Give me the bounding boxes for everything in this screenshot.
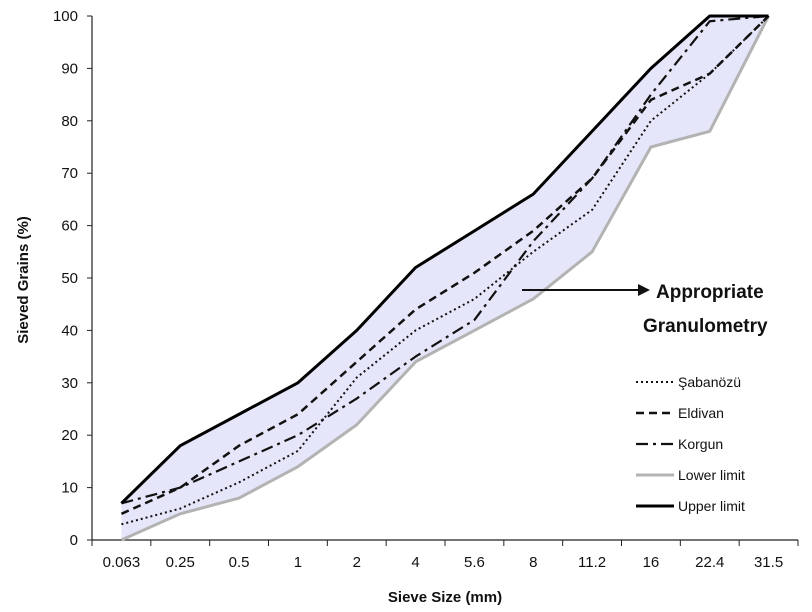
x-tick-labels: 0.063 0.25 0.5 1 2 4 5.6 8 11.2 16 22.4 31.5 xyxy=(91,540,799,571)
x-tick-label: 22.4 xyxy=(695,554,724,571)
series-line-korgun xyxy=(121,14,769,505)
legend: Şabanözü Eldivan Korgun Lower limit Upper li… xyxy=(636,374,745,514)
y-tick-labels: 0 10 20 30 40 50 60 70 80 90 100 xyxy=(53,8,92,549)
x-tick-label: 5.6 xyxy=(464,554,485,571)
legend-label: Eldivan xyxy=(678,405,724,421)
x-tick-label: 1 xyxy=(294,554,302,571)
annotation-line-1: Appropriate xyxy=(656,282,764,303)
y-tick-label: 20 xyxy=(61,427,78,444)
y-tick-label: 100 xyxy=(53,8,78,25)
legend-label: Şabanözü xyxy=(678,374,741,390)
y-tick-label: 80 xyxy=(61,113,78,130)
x-tick-label: 16 xyxy=(643,554,660,571)
legend-label: Upper limit xyxy=(678,498,745,514)
granulometry-band xyxy=(121,16,769,540)
x-tick-label: 0.063 xyxy=(103,554,141,571)
x-axis-title: Sieve Size (mm) xyxy=(388,589,502,606)
y-axis-title: Sieved Grains (%) xyxy=(15,216,32,344)
y-tick-label: 30 xyxy=(61,375,78,392)
series-line-eldivan xyxy=(120,15,770,515)
annotation: Appropriate Granulometry xyxy=(522,282,768,337)
x-tick-label: 0.5 xyxy=(229,554,250,571)
series-lines xyxy=(120,14,770,542)
series-line--aban-z- xyxy=(121,15,770,526)
y-tick-label: 60 xyxy=(61,218,78,235)
annotation-line-2: Granulometry xyxy=(643,316,768,337)
y-tick-label: 10 xyxy=(61,480,78,497)
x-tick-label: 11.2 xyxy=(578,554,606,571)
x-tick-label: 4 xyxy=(411,554,419,571)
x-tick-label: 31.5 xyxy=(754,554,783,571)
x-tick-label: 0.25 xyxy=(166,554,195,571)
legend-label: Korgun xyxy=(678,436,723,452)
series-line-lower-limit xyxy=(120,15,770,542)
y-tick-label: 50 xyxy=(61,270,78,287)
x-tick-label: 2 xyxy=(353,554,361,571)
series-line-upper-limit xyxy=(120,14,769,505)
x-tick-label: 8 xyxy=(529,554,537,571)
y-tick-label: 0 xyxy=(70,532,78,549)
annotation-arrow-head xyxy=(638,284,650,296)
y-tick-label: 40 xyxy=(61,322,78,339)
y-tick-label: 70 xyxy=(61,165,78,182)
legend-label: Lower limit xyxy=(678,467,745,483)
y-tick-label: 90 xyxy=(61,60,78,77)
band-area xyxy=(121,16,769,540)
